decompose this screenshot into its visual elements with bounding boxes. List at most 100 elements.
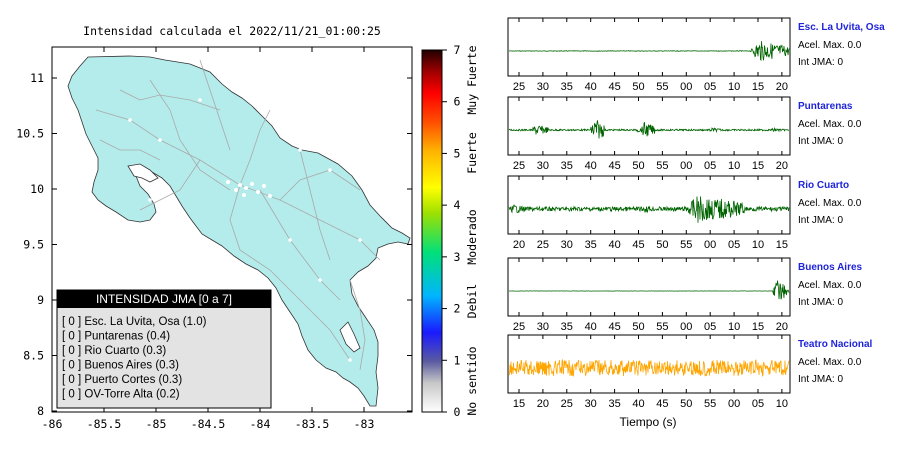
- map-x-tick-label: -85: [146, 417, 167, 431]
- legend-item: [ 0 ] Buenos Aires (0.3): [62, 360, 179, 372]
- seismogram-tick-label: 30: [537, 81, 549, 93]
- seismogram-tick-label: 35: [608, 398, 620, 410]
- station-intensity: Int JMA: 0: [798, 297, 844, 308]
- seismogram-tick-label: 35: [585, 239, 597, 251]
- seismogram-tick-label: 25: [513, 321, 525, 333]
- seismogram-tick-label: 40: [585, 321, 597, 333]
- seismogram-tick-label: 35: [561, 81, 573, 93]
- seismogram-tick-label: 40: [585, 81, 597, 93]
- seismogram-tick-label: 50: [632, 160, 644, 172]
- colorbar-labels: No sentido Debil Moderado Fuerte Muy Fuerte: [465, 45, 479, 415]
- map-y-tick-label: 10.5: [16, 127, 44, 141]
- seismogram-trace: [508, 120, 790, 139]
- legend-item: [ 0 ] Puntarenas (0.4): [62, 331, 170, 343]
- seismogram-tick-label: 20: [776, 321, 788, 333]
- seismogram-tick-label: 00: [704, 239, 716, 251]
- seismogram-tick-label: 00: [680, 321, 692, 333]
- colorbar-tick-label: 1: [454, 353, 461, 367]
- station-name: Buenos Aires: [798, 262, 863, 273]
- seismogram-tick-label: 10: [776, 398, 788, 410]
- colorbar-tick-label: 0: [454, 405, 461, 419]
- station-intensity: Int JMA: 0: [798, 374, 844, 385]
- seismogram-tick-label: 10: [752, 239, 764, 251]
- station-name: Teatro Nacional: [798, 339, 873, 350]
- map-y-axis: 11 10.5 10 9.5 9 8.5 8: [16, 71, 412, 418]
- seismogram-trace: [508, 280, 790, 300]
- legend-item: [ 0 ] Puerto Cortes (0.3): [62, 374, 182, 386]
- seismogram-panel: 25 30 35 40 45 50 55 00 05 10 15 20: [507, 257, 791, 333]
- seismogram-tick-label: 15: [776, 239, 788, 251]
- seismogram-tick-label: 20: [776, 160, 788, 172]
- station-accel: Acel. Max. 0.0: [798, 198, 862, 209]
- seismogram-tick-label: 25: [513, 160, 525, 172]
- seismogram-tick-label: 25: [513, 81, 525, 93]
- seismogram-tick-label: 45: [632, 239, 644, 251]
- seismogram-tick-label: 20: [776, 81, 788, 93]
- seismogram-tick-label: 50: [632, 321, 644, 333]
- map-x-axis: -86 -85.5 -85 -84.5 -84 -83.5 -83: [42, 47, 375, 431]
- map-y-tick-label: 11: [30, 71, 44, 85]
- colorbar-tick-label: 6: [454, 95, 461, 109]
- map-y-tick-label: 8: [37, 404, 44, 418]
- map-x-tick-label: -86: [42, 417, 63, 431]
- seismogram-tick-label: 55: [704, 398, 716, 410]
- seismogram-trace: [508, 358, 790, 377]
- seismogram-tick-label: 20: [513, 239, 525, 251]
- seismogram-tick-label: 45: [608, 160, 620, 172]
- legend-item: [ 0 ] Rio Cuarto (0.3): [62, 345, 166, 357]
- seismogram-tick-label: 40: [608, 239, 620, 251]
- map-x-tick-label: -83: [354, 417, 375, 431]
- seismogram-frame: [507, 17, 791, 77]
- seismogram-tick-label: 10: [728, 321, 740, 333]
- seismogram-panel: 25 30 35 40 45 50 55 00 05 10 15 20: [507, 96, 791, 172]
- station-name: Esc. La Uvita, Osa: [798, 22, 885, 33]
- colorbar-tick-label: 5: [454, 146, 461, 160]
- seismogram-tick-label: 50: [632, 81, 644, 93]
- seismogram-tick-label: 10: [728, 81, 740, 93]
- map-y-tick-label: 9: [37, 293, 44, 307]
- station-intensity: Int JMA: 0: [798, 136, 844, 147]
- colorbar-tick-label: 7: [454, 43, 461, 57]
- seismogram-tick-label: 55: [656, 81, 668, 93]
- colorbar-intensity-label: Moderado: [465, 209, 479, 264]
- seismogram-tick-label: 05: [752, 398, 764, 410]
- station-intensity: Int JMA: 0: [798, 215, 844, 226]
- seismogram-tick-label: 45: [608, 321, 620, 333]
- legend-item: [ 0 ] OV-Torre Alta (0.2): [62, 389, 180, 401]
- colorbar-intensity-label: Debil: [465, 284, 479, 319]
- seismogram-tick-label: 50: [680, 398, 692, 410]
- station-info: Esc. La Uvita, Osa Acel. Max. 0.0 Int JMA:…: [798, 22, 910, 68]
- seismogram-tick-label: 15: [752, 160, 764, 172]
- seismogram-tick-label: 00: [680, 160, 692, 172]
- colorbar-intensity-label: Muy Fuerte: [465, 45, 479, 114]
- seismogram-tick-label: 30: [585, 398, 597, 410]
- map-x-tick-label: -83.5: [295, 417, 330, 431]
- seismogram-tick-label: 40: [585, 160, 597, 172]
- seismogram-tick-label: 50: [656, 239, 668, 251]
- map-y-tick-label: 9.5: [23, 238, 44, 252]
- seismogram-panel: 25 30 35 40 45 50 55 00 05 10 15 20: [507, 17, 791, 93]
- station-info: Rio Cuarto Acel. Max. 0.0 Int JMA: 0: [798, 180, 910, 226]
- seismogram-tick-label: 25: [537, 239, 549, 251]
- time-axis-label: Tiempo (s): [620, 415, 677, 429]
- seismogram-tick-label: 05: [704, 160, 716, 172]
- seismogram-tick-label: 35: [561, 160, 573, 172]
- colorbar-intensity-label: Fuerte: [465, 132, 479, 174]
- seismogram-tick-label: 25: [561, 398, 573, 410]
- colorbar-ticks: 0 1 2 3 4 5 6 7: [442, 43, 461, 419]
- map-x-tick-label: -84.5: [191, 417, 226, 431]
- map-title: Intensidad calculada el 2022/11/21_01:00…: [83, 24, 381, 38]
- seismogram-trace: [509, 41, 790, 62]
- legend-item: [ 0 ] Esc. La Uvita, Osa (1.0): [62, 316, 207, 328]
- map-x-tick-label: -84: [250, 417, 271, 431]
- seismogram-panel: 15 20 25 30 35 40 45 50 55 00 05 10: [507, 334, 791, 410]
- seismogram-tick-label: 00: [680, 81, 692, 93]
- seismogram-tick-label: 05: [704, 81, 716, 93]
- colorbar-tick-label: 2: [454, 302, 461, 316]
- seismogram-tick-label: 15: [752, 81, 764, 93]
- seismogram-tick-label: 15: [752, 321, 764, 333]
- station-info: Buenos Aires Acel. Max. 0.0 Int JMA: 0: [798, 262, 910, 308]
- station-accel: Acel. Max. 0.0: [798, 280, 862, 291]
